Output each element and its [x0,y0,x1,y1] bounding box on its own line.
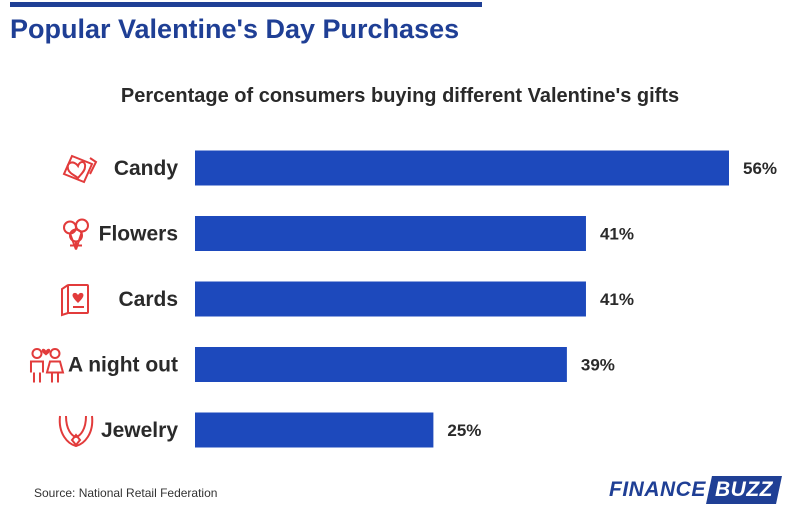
category-label: Jewelry [101,419,178,442]
candy-box-icon [62,154,98,184]
title-accent-bar [10,2,482,7]
category-label: A night out [68,354,178,377]
bar-flowers [195,216,586,251]
category-label: Candy [114,157,179,180]
page-title: Popular Valentine's Day Purchases [10,14,460,44]
brand-logo-buzz: BUZZ [705,476,782,504]
couple-icon [29,348,65,383]
necklace-icon [58,415,94,448]
category-label: Flowers [99,223,178,246]
category-label: Cards [118,288,178,311]
chart-title: Percentage of consumers buying different… [120,85,680,107]
value-label: 56% [743,159,777,178]
value-label: 39% [581,356,615,375]
brand-logo: FINANCE BUZZ [609,476,782,504]
flowers-icon [63,218,89,250]
bar-jewelry [195,412,434,448]
card-icon [61,284,89,317]
source-note: Source: National Retail Federation [34,486,218,500]
bar-cards [195,281,586,317]
value-label: 25% [447,421,481,440]
value-label: 41% [600,290,634,309]
brand-logo-finance: FINANCE [609,478,706,501]
bar-candy [195,150,729,186]
bar-a-night-out [195,347,567,382]
value-label: 41% [600,225,634,244]
